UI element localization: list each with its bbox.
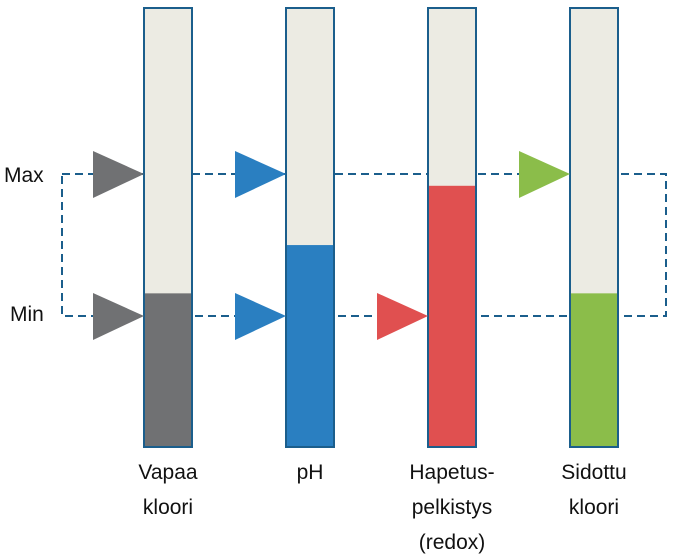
level-fill [144,293,192,447]
tube-outline [427,7,477,448]
min-marker-triangle [93,293,144,340]
level-fill [428,185,476,448]
bar-label: (redox) [419,531,486,554]
bar-label: kloori [143,496,193,519]
bar-group: Sidottu kloori [519,7,627,519]
tube-outline [143,7,193,448]
min-marker-triangle [235,293,286,340]
acceptable-range-box [61,173,667,317]
min-level-label: Min [10,303,44,326]
bar-label: pH [297,461,324,484]
bar-label: Hapetus- [409,461,494,484]
bar-label: pelkistys [412,496,493,519]
max-level-label: Max [4,164,44,187]
bar-group: Vapaa kloori [93,7,198,519]
tube-outline [569,7,619,448]
bar-label: Vapaa [138,461,197,484]
max-marker-triangle [519,151,570,198]
max-marker-triangle [235,151,286,198]
tube-outline [285,7,335,448]
bar-label: kloori [569,496,619,519]
level-fill [286,245,334,447]
min-marker-triangle [377,293,428,340]
bar-label: Sidottu [561,461,626,484]
max-marker-triangle [93,151,144,198]
level-fill [570,293,618,447]
bar-group: Hapetus-pelkistys (redox) [377,7,495,554]
bar-group: pH [235,7,335,484]
